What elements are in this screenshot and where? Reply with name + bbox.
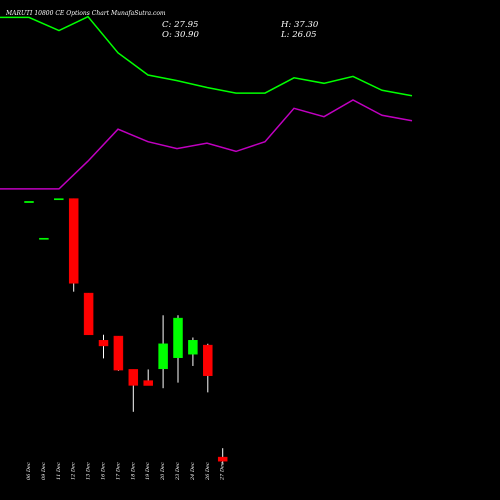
x-tick-label: 09 Dec: [41, 462, 47, 480]
x-tick-label: 26 Dec: [205, 462, 211, 481]
x-tick-label: 24 Dec: [190, 462, 196, 481]
candle-body: [203, 344, 213, 376]
candle: [54, 198, 64, 201]
close-readout: C: 27.95: [162, 20, 198, 30]
candles: [24, 198, 228, 464]
candle: [39, 237, 49, 240]
candle-body: [54, 198, 64, 201]
candle-body: [68, 198, 79, 284]
candle: [128, 369, 139, 412]
candle: [203, 343, 213, 393]
high-readout: H: 37.30: [280, 20, 319, 30]
x-tick-label: 11 Dec: [56, 462, 62, 480]
x-tick-label: 16 Dec: [101, 462, 107, 480]
x-tick-label: 12 Dec: [71, 462, 77, 480]
candle: [83, 292, 94, 336]
candle-body: [113, 335, 124, 371]
x-tick-label: 06 Dec: [26, 462, 32, 480]
candle-body: [217, 456, 228, 462]
x-tick-label: 27 Dec: [220, 462, 226, 481]
candle-body: [83, 292, 94, 336]
x-axis-ticks: 06 Dec 09 Dec 11 Dec 12 Dec 13 Dec 16 Dec 17 D…: [26, 462, 226, 481]
candle: [24, 201, 34, 203]
candle: [158, 315, 168, 389]
low-readout: L: 26.05: [280, 30, 317, 40]
x-tick-label: 13 Dec: [86, 462, 92, 480]
x-tick-label: 23 Dec: [175, 462, 181, 481]
candle: [68, 198, 79, 292]
candle-body: [158, 343, 168, 370]
overlay-line-2: [0, 99, 413, 190]
overlay-line-1: [0, 15, 413, 97]
chart-title: MARUTI 10800 CE Options Chart MunafaSutr…: [5, 10, 166, 17]
x-tick-label: 19 Dec: [145, 462, 151, 480]
candle: [113, 335, 124, 371]
candle: [173, 315, 183, 383]
candle-body: [128, 369, 139, 386]
candle-body: [188, 340, 198, 355]
overlay-lines: [0, 15, 413, 190]
candle-body: [24, 201, 34, 203]
candle: [217, 448, 228, 464]
candle-body: [39, 237, 49, 240]
x-tick-label: 20 Dec: [160, 462, 166, 481]
candle: [188, 337, 198, 366]
candle-body: [143, 380, 153, 386]
candle: [143, 369, 153, 386]
candle-body: [173, 317, 183, 358]
candle-body: [98, 340, 109, 347]
x-tick-label: 18 Dec: [130, 462, 136, 480]
candle: [98, 334, 109, 359]
x-tick-label: 17 Dec: [115, 462, 121, 480]
open-readout: O: 30.90: [162, 30, 199, 40]
